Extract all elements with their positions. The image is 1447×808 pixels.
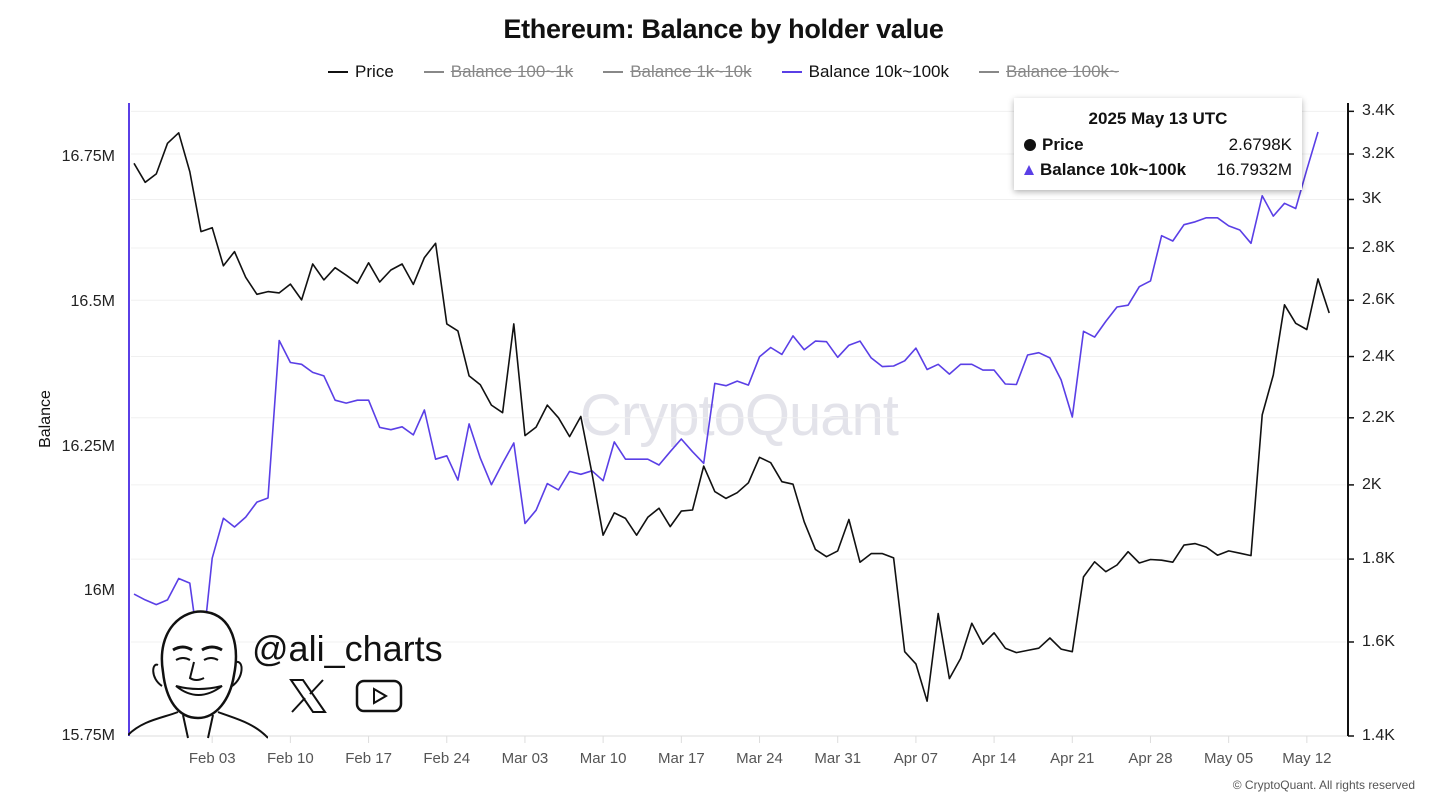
left-axis-tick-label: 16.5M xyxy=(70,292,115,310)
series-line-price xyxy=(133,132,1330,702)
left-axis-tick-label: 15.75M xyxy=(61,727,115,744)
x-axis-tick-label: Mar 31 xyxy=(814,750,862,767)
left-axis-tick-label: 16.75M xyxy=(61,148,115,165)
right-axis-tick-label: 3.2K xyxy=(1362,145,1395,163)
gridlines xyxy=(131,110,1346,643)
right-tick-marks xyxy=(1348,110,1354,737)
x-axis-tick-label: Apr 14 xyxy=(971,750,1017,767)
x-axis-tick-label: May 12 xyxy=(1282,750,1332,767)
x-axis-tick-label: Feb 10 xyxy=(267,750,314,767)
tooltip-date: 2025 May 13 UTC xyxy=(1088,109,1228,128)
tooltip-value: 16.7932M xyxy=(1216,160,1292,179)
legend-swatch xyxy=(979,71,999,73)
right-axis-tick-label: 3.4K xyxy=(1362,102,1395,120)
legend-swatch xyxy=(423,71,444,73)
legend-swatch xyxy=(603,71,624,73)
x-axis-tick-label: Feb 17 xyxy=(345,750,392,767)
tooltip-row-balance: Balance 10k~100k 16.7932M xyxy=(1024,160,1292,180)
legend-item-balance-100-1k[interactable]: Balance 100~1k xyxy=(423,62,574,82)
legend-item-balance-100k[interactable]: Balance 100k~ xyxy=(979,62,1119,82)
left-axis-tick-label: 16.25M xyxy=(61,437,115,455)
right-axis-tick-label: 2.2K xyxy=(1362,408,1395,426)
right-axis-tick-label: 2.8K xyxy=(1362,239,1395,257)
x-axis-tick-label: Mar 17 xyxy=(657,750,705,767)
legend-label: Balance 100~1k xyxy=(450,62,574,81)
series-line-balance-10k-100k xyxy=(133,131,1319,666)
data-points xyxy=(133,131,1330,702)
x-axis-tick-label: Mar 10 xyxy=(579,750,627,767)
x-tick-marks xyxy=(211,736,1308,743)
copyright: © CryptoQuant. All rights reserved xyxy=(1232,778,1415,792)
chart-title: Ethereum: Balance by holder value xyxy=(503,14,944,44)
right-axis-tick-label: 1.4K xyxy=(1362,727,1395,744)
tooltip: 2025 May 13 UTC Price 2.6798K Balance 10… xyxy=(1014,98,1302,190)
avatar xyxy=(127,600,269,745)
legend-label: Balance 100k~ xyxy=(1006,62,1119,81)
x-axis-tick-label: Apr 07 xyxy=(893,750,938,767)
tooltip-value: 2.6798K xyxy=(1228,135,1292,154)
legend-item-balance-1k-10k[interactable]: Balance 1k~10k xyxy=(603,62,752,82)
legend-item-balance-10k-100k[interactable]: Balance 10k~100k xyxy=(781,62,949,82)
x-axis-tick-label: Mar 24 xyxy=(736,750,783,767)
circle-marker-icon xyxy=(1024,139,1036,151)
left-axis-tick-label: 16M xyxy=(83,582,115,600)
legend: Price Balance 100~1k Balance 1k~10k Bala… xyxy=(0,62,1447,82)
x-logo-icon[interactable] xyxy=(288,678,328,714)
author-handle: @ali_charts xyxy=(252,628,443,669)
avatar-sketch-icon xyxy=(127,610,269,739)
x-axis-tick-label: Apr 21 xyxy=(1050,750,1095,767)
legend-swatch xyxy=(781,71,802,73)
right-axis-tick-label: 2K xyxy=(1362,475,1382,493)
legend-swatch xyxy=(328,71,349,73)
x-axis-tick-label: May 05 xyxy=(1204,750,1254,767)
legend-item-price[interactable]: Price xyxy=(328,62,394,82)
watermark: CryptoQuant xyxy=(580,383,899,448)
right-axis-tick-label: 1.6K xyxy=(1362,632,1395,650)
x-axis-tick-label: Feb 24 xyxy=(423,750,471,767)
youtube-icon[interactable] xyxy=(355,678,403,714)
x-axis-tick-label: Feb 03 xyxy=(188,750,236,767)
x-axis-tick-label: Mar 03 xyxy=(501,750,549,767)
right-axis-tick-label: 3K xyxy=(1362,190,1382,208)
legend-label: Balance 1k~10k xyxy=(630,62,752,81)
x-axis-tick-label: Apr 28 xyxy=(1128,750,1173,767)
tooltip-label: Price xyxy=(1042,135,1084,154)
tooltip-label: Balance 10k~100k xyxy=(1040,160,1187,179)
right-axis-tick-label: 1.8K xyxy=(1362,550,1395,568)
right-axis-tick-label: 2.4K xyxy=(1362,347,1395,365)
legend-label: Price xyxy=(355,62,394,81)
tooltip-row-price: Price 2.6798K xyxy=(1024,135,1292,155)
right-axis-tick-label: 2.6K xyxy=(1362,291,1395,309)
legend-label: Balance 10k~100k xyxy=(808,62,949,81)
triangle-marker-icon xyxy=(1024,165,1034,175)
